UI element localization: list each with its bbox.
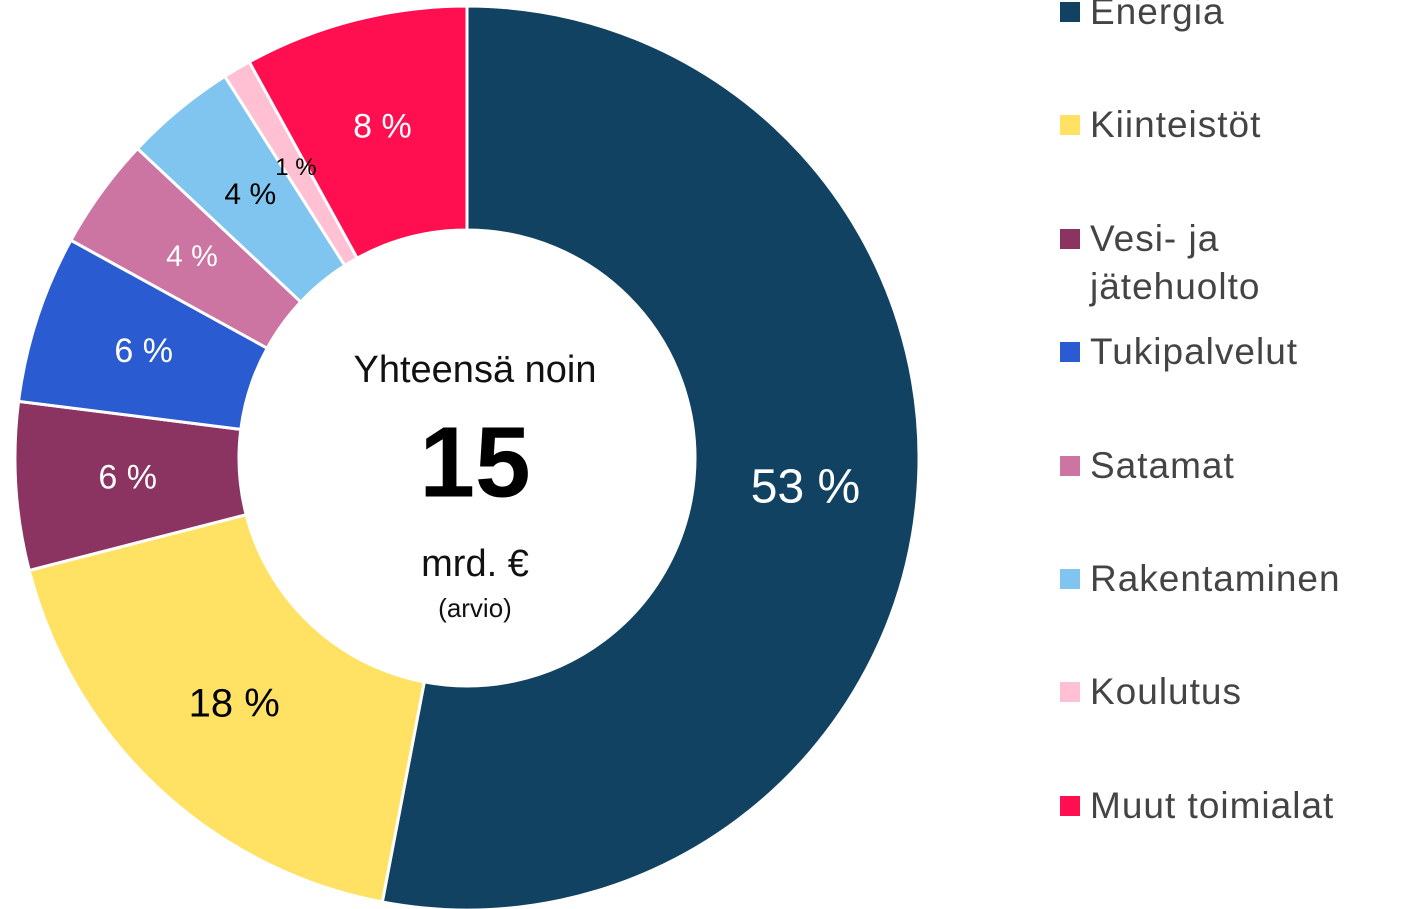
legend-label: Kiinteistöt: [1090, 104, 1262, 146]
legend-swatch: [1060, 115, 1080, 136]
legend-swatch: [1060, 342, 1080, 363]
legend-label: Muut toimialat: [1090, 784, 1335, 826]
slice: [247, 4, 469, 261]
value-label: 4 %: [166, 240, 218, 273]
legend-swatch: [1060, 2, 1080, 22]
value-label: 53 %: [751, 461, 860, 514]
value-label: 6 %: [98, 458, 157, 496]
legend-swatch: [1060, 795, 1080, 816]
legend-label: Tukipalvelut: [1090, 331, 1299, 373]
legend-label: Satamat: [1090, 444, 1235, 486]
slices: [13, 4, 921, 909]
value-label: 1 %: [275, 154, 316, 181]
value-label: 4 %: [224, 178, 276, 211]
legend-label: Vesi- ja jätehuolto: [1090, 217, 1261, 307]
legend-item: Kiinteistöt: [1060, 101, 1390, 149]
legend-item: Energia: [1060, 0, 1390, 36]
legend-item: Satamat: [1060, 442, 1390, 490]
slice: [380, 4, 921, 909]
legend-item: Rakentaminen: [1060, 555, 1390, 603]
chart: Yhteensä noin 15 mrd. € (arvio) 53 % 18 %…: [13, 4, 921, 909]
center-note: (arvio): [438, 593, 512, 623]
legend-label: Rakentaminen: [1090, 558, 1341, 599]
legend-swatch: [1060, 569, 1080, 589]
value-label: 18 %: [189, 681, 280, 725]
center-unit: mrd. €: [421, 543, 529, 585]
center-total: 15: [419, 406, 530, 518]
legend-label: Energia: [1090, 0, 1225, 32]
legend-item: Koulutus: [1060, 668, 1390, 716]
value-label: 8 %: [353, 108, 412, 146]
legend-item: Tukipalvelut: [1060, 328, 1390, 376]
legend-label: Koulutus: [1090, 671, 1242, 713]
legend-swatch: [1060, 455, 1080, 476]
legend-item: Muut toimialat: [1060, 782, 1390, 830]
center-line: Yhteensä noin: [354, 349, 597, 391]
legend: Energia Kiinteistöt Vesi- ja jätehuolto Tuk…: [1060, 0, 1400, 909]
value-label: 6 %: [114, 332, 173, 370]
slice: [27, 512, 427, 904]
legend-swatch: [1060, 228, 1080, 249]
legend-swatch: [1060, 682, 1080, 703]
legend-item: Vesi- ja jätehuolto: [1060, 215, 1390, 311]
